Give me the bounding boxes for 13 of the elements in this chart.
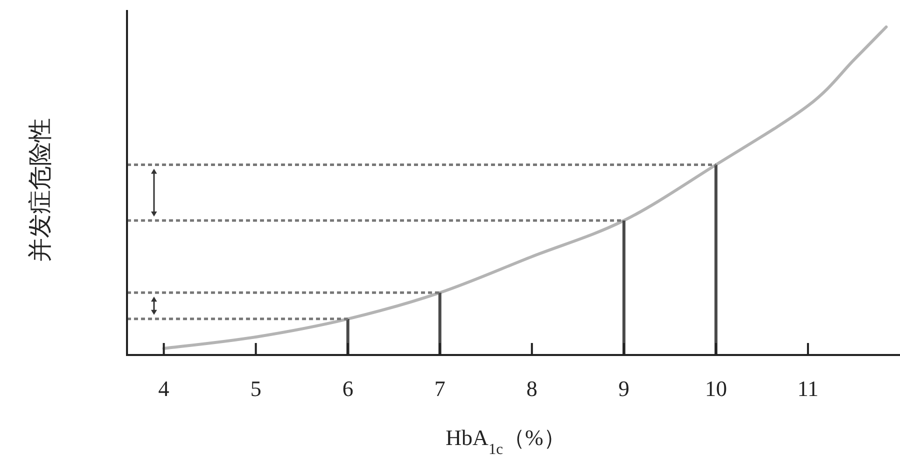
x-tick-label: 5 [250,376,262,401]
x-tick-label: 6 [342,376,354,401]
x-tick-label: 8 [526,376,538,401]
bar [438,292,442,355]
x-tick-label: 4 [158,376,170,401]
x-tick-label: 9 [618,376,630,401]
x-tick-label: 7 [434,376,446,401]
bar [714,164,718,355]
x-axis-title: HbA$_{1c}$（%） [446,425,566,458]
bar [622,220,626,355]
y-axis-title: 并发症危险性 [27,118,54,262]
x-tick-label: 10 [704,376,727,401]
x-tick-label: 11 [797,376,819,401]
